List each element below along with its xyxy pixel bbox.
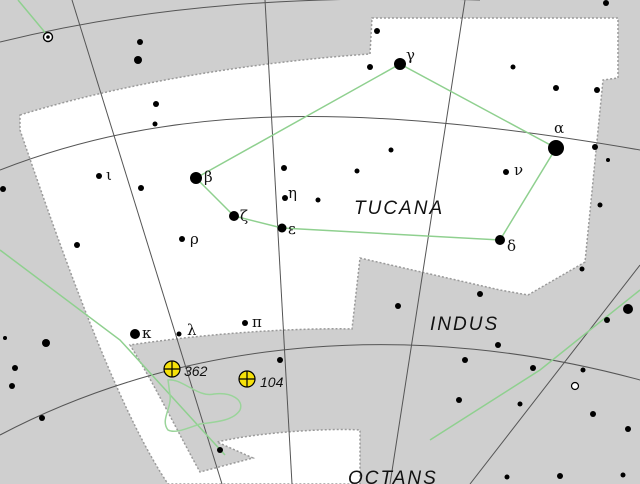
constellation-name-tucana: TUCANA: [354, 198, 444, 219]
star-label-kappa: κ: [142, 324, 152, 342]
constellation-name-indus: INDUS: [430, 314, 499, 335]
neighbor-figure-line: [0, 249, 226, 456]
star-dot: [137, 39, 143, 45]
star-dot: [277, 357, 283, 363]
variable-star-icon: [42, 31, 54, 43]
star-labels: γ α β ν ι η ζ ε δ ρ κ λ π: [106, 46, 564, 342]
star-dot: [548, 140, 564, 156]
star-dot: [495, 342, 501, 348]
star-dot: [590, 411, 596, 417]
star-dot: [517, 401, 523, 407]
star-dot: [477, 291, 483, 297]
star-dot: [374, 28, 380, 34]
star-dot: [367, 64, 373, 70]
star-dot: [229, 211, 239, 221]
star-dot: [354, 168, 360, 174]
neighbor-figure-line: [17, 0, 49, 37]
globular-cluster-icon: [164, 361, 180, 377]
star-dot: [394, 58, 406, 70]
star-dot: [510, 64, 516, 70]
star-dot: [579, 266, 585, 272]
star-dot: [96, 173, 102, 179]
star-dot: [152, 121, 158, 127]
declination-line: [0, 0, 480, 43]
star-dot: [553, 85, 559, 91]
star-dot: [606, 158, 610, 162]
star-label-rho: ρ: [190, 230, 199, 248]
star-dot: [74, 242, 80, 248]
star-dot: [495, 235, 505, 245]
ra-line: [264, 0, 293, 484]
star-dot: [242, 320, 248, 326]
star-dot: [217, 447, 223, 453]
star-label-alpha: α: [554, 119, 564, 137]
star-dot: [504, 474, 510, 480]
star-dot: [580, 367, 586, 373]
star-dot: [592, 144, 598, 150]
star-label-lambda: λ: [187, 321, 197, 339]
star-label-pi: π: [252, 313, 262, 331]
star-dot: [3, 336, 7, 340]
star-dot: [315, 197, 321, 203]
variable-star-icon: [570, 381, 580, 391]
star-dot: [190, 172, 202, 184]
cluster-label-362: 362: [184, 363, 208, 379]
star-dot: [0, 186, 6, 192]
star-dot: [597, 202, 603, 208]
star-label-nu: ν: [514, 161, 523, 179]
star-dot: [12, 365, 18, 371]
star-dot: [625, 426, 631, 432]
star-dot: [604, 317, 610, 323]
declination-grid: [0, 0, 640, 436]
globular-cluster-icon: [239, 371, 255, 387]
star-label-gamma: γ: [406, 46, 415, 64]
star-dot: [462, 357, 468, 363]
declination-line: [0, 116, 640, 171]
smc-outline: [164, 379, 242, 433]
star-dot: [281, 165, 287, 171]
star-dot: [456, 397, 462, 403]
star-label-delta: δ: [507, 237, 516, 255]
star-dot: [153, 101, 159, 107]
star-dot: [395, 303, 401, 309]
star-dot: [620, 472, 626, 478]
star-dot: [134, 56, 142, 64]
star-dot: [179, 236, 185, 242]
star-dot: [42, 339, 50, 347]
constellation-name-octans: OCTANS: [348, 468, 438, 484]
cluster-label-104: 104: [260, 374, 284, 390]
star-dot: [277, 223, 287, 233]
tucana-region: [19, 17, 619, 484]
star-dot: [530, 365, 536, 371]
star-dot: [623, 304, 633, 314]
ra-line: [389, 0, 466, 484]
ra-line: [469, 264, 640, 484]
star-dot: [176, 331, 182, 337]
star-dot: [503, 169, 509, 175]
star-dot: [557, 473, 563, 479]
star-dot: [138, 185, 144, 191]
star-dot: [594, 87, 600, 93]
star-label-zeta: ζ: [240, 207, 248, 225]
cluster-ngc104: 104: [238, 370, 284, 390]
star-dot: [603, 0, 609, 6]
cluster-ngc362: 362: [163, 360, 208, 379]
star-label-epsilon: ε: [288, 220, 296, 238]
star-label-eta: η: [288, 184, 297, 202]
ra-line: [71, 0, 223, 484]
star-label-iota: ι: [106, 166, 112, 184]
star-dot: [9, 383, 15, 389]
star-dot: [130, 329, 140, 339]
star-dot: [388, 147, 394, 153]
star-dot: [282, 195, 288, 201]
right-ascension-grid: [71, 0, 640, 484]
neighbor-figure-line: [429, 289, 640, 441]
star-label-beta: β: [204, 168, 213, 186]
star-dot: [39, 415, 45, 421]
declination-line: [0, 344, 640, 436]
